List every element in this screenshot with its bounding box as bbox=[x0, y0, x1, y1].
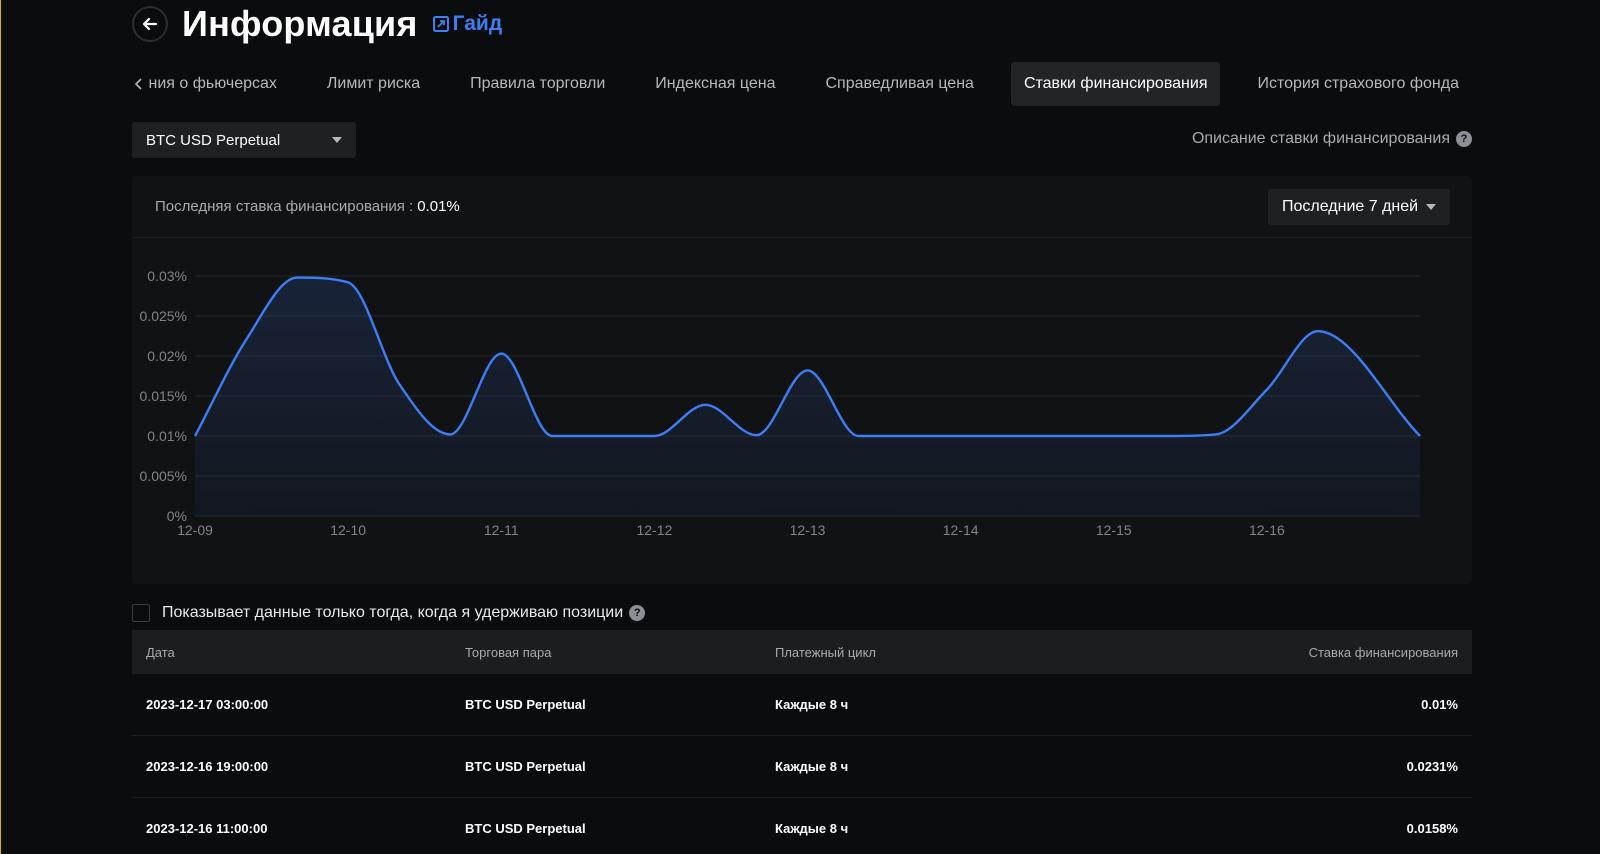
back-button[interactable] bbox=[132, 6, 168, 42]
cell-date: 2023-12-16 19:00:00 bbox=[146, 759, 269, 774]
y-tick-label: 0.025% bbox=[140, 308, 187, 324]
period-select[interactable]: Последние 7 дней bbox=[1268, 188, 1450, 225]
cell-rate: 0.0231% bbox=[1406, 759, 1458, 774]
cell-pair: BTC USD Perpetual bbox=[465, 697, 586, 712]
tab-risk-limit[interactable]: Лимит риска bbox=[326, 75, 421, 92]
x-tick-label: 12-16 bbox=[1249, 522, 1285, 538]
page-title: Информация bbox=[182, 3, 418, 44]
y-tick-label: 0.01% bbox=[147, 428, 187, 444]
column-header-pair: Торговая пара bbox=[465, 644, 552, 660]
table-row: 2023-12-16 19:00:00 BTC USD Perpetual Ка… bbox=[132, 736, 1472, 798]
symbol-select[interactable]: BTC USD Perpetual bbox=[132, 122, 356, 158]
tab-fair-price[interactable]: Справедливая цена bbox=[825, 75, 974, 92]
caret-down-icon bbox=[1426, 203, 1436, 210]
cell-cycle: Каждые 8 ч bbox=[775, 759, 849, 774]
cell-rate: 0.01% bbox=[1421, 697, 1458, 712]
chart-panel-header: Последняя ставка финансирования :0.01% П… bbox=[132, 176, 1472, 238]
guide-book-icon bbox=[432, 16, 449, 32]
tab-insurance-fund-history[interactable]: История страхового фонда bbox=[1257, 75, 1459, 92]
last-funding-rate-label: Последняя ставка финансирования : bbox=[155, 198, 414, 215]
page-header: Информация Гайд bbox=[132, 3, 503, 44]
last-funding-rate: Последняя ставка финансирования :0.01% bbox=[155, 198, 460, 215]
y-tick-label: 0.02% bbox=[147, 348, 187, 364]
cell-rate: 0.0158% bbox=[1406, 821, 1458, 836]
info-tabs: ния о фьючерсах Лимит риска Правила торг… bbox=[132, 62, 1472, 106]
funding-chart-panel: Последняя ставка финансирования :0.01% П… bbox=[132, 176, 1472, 584]
funding-rate-description-label: Описание ставки финансирования bbox=[1191, 130, 1450, 147]
column-header-date: Дата bbox=[146, 644, 175, 660]
y-tick-label: 0.03% bbox=[147, 268, 187, 284]
y-axis: 0% 0.005% 0.01% 0.015% 0.02% 0.025% 0.03% bbox=[140, 268, 187, 524]
funding-rate-line bbox=[193, 276, 1421, 438]
guide-label: Гайд bbox=[452, 12, 503, 35]
column-header-rate: Ставка финансирования bbox=[1308, 644, 1458, 660]
last-funding-rate-value: 0.01% bbox=[417, 198, 460, 215]
tab-funding-rates[interactable]: Ставки финансирования bbox=[1010, 62, 1221, 106]
tab-index-price[interactable]: Индексная цена bbox=[655, 75, 776, 92]
positions-only-checkbox[interactable] bbox=[132, 604, 150, 622]
positions-filter-label: Показывает данные только тогда, когда я … bbox=[162, 604, 624, 621]
funding-history-table: Дата Торговая пара Платежный цикл Ставка… bbox=[132, 630, 1472, 854]
window-edge bbox=[0, 0, 1, 854]
table-header: Дата Торговая пара Платежный цикл Ставка… bbox=[132, 630, 1472, 674]
x-tick-label: 12-09 bbox=[177, 522, 213, 538]
cell-pair: BTC USD Perpetual bbox=[465, 759, 586, 774]
x-tick-label: 12-15 bbox=[1096, 522, 1132, 538]
x-tick-label: 12-14 bbox=[943, 522, 979, 538]
y-tick-label: 0.015% bbox=[140, 388, 187, 404]
guide-link[interactable]: Гайд bbox=[432, 12, 503, 36]
chevron-left-icon bbox=[135, 78, 142, 90]
caret-down-icon bbox=[332, 137, 342, 143]
tabs-scroll-left-button[interactable] bbox=[132, 62, 146, 106]
positions-filter: Показывает данные только тогда, когда я … bbox=[132, 604, 646, 622]
cell-pair: BTC USD Perpetual bbox=[465, 821, 586, 836]
symbol-select-value: BTC USD Perpetual bbox=[146, 131, 281, 149]
cell-date: 2023-12-16 11:00:00 bbox=[146, 821, 268, 836]
x-axis: 12-09 12-10 12-11 12-12 12-13 12-14 12-15 12-16 bbox=[177, 522, 1285, 538]
x-tick-label: 12-10 bbox=[330, 522, 366, 538]
table-row: 2023-12-16 11:00:00 BTC USD Perpetual Ка… bbox=[132, 798, 1472, 854]
cell-cycle: Каждые 8 ч bbox=[775, 821, 849, 836]
period-select-value: Последние 7 дней bbox=[1282, 197, 1419, 215]
tab-futures-info[interactable]: ния о фьючерсах bbox=[148, 75, 277, 92]
y-tick-label: 0% bbox=[167, 508, 187, 524]
arrow-left-icon bbox=[142, 17, 158, 31]
column-header-cycle: Платежный цикл bbox=[775, 644, 876, 660]
y-tick-label: 0.005% bbox=[140, 468, 187, 484]
cell-cycle: Каждые 8 ч bbox=[775, 697, 849, 712]
help-icon[interactable]: ? bbox=[1456, 131, 1472, 147]
help-icon[interactable]: ? bbox=[629, 605, 646, 621]
x-tick-label: 12-12 bbox=[636, 522, 672, 538]
x-tick-label: 12-11 bbox=[484, 522, 519, 538]
table-row: 2023-12-17 03:00:00 BTC USD Perpetual Ка… bbox=[132, 674, 1472, 736]
x-tick-label: 12-13 bbox=[790, 522, 826, 538]
cell-date: 2023-12-17 03:00:00 bbox=[146, 697, 269, 712]
tab-trading-rules[interactable]: Правила торговли bbox=[470, 75, 606, 92]
funding-rate-chart[interactable]: 0% 0.005% 0.01% 0.015% 0.02% 0.025% 0.03% 12-0… bbox=[132, 238, 1472, 584]
funding-rate-area bbox=[195, 277, 1420, 516]
funding-rate-description-link[interactable]: Описание ставки финансирования ? bbox=[1192, 130, 1472, 148]
